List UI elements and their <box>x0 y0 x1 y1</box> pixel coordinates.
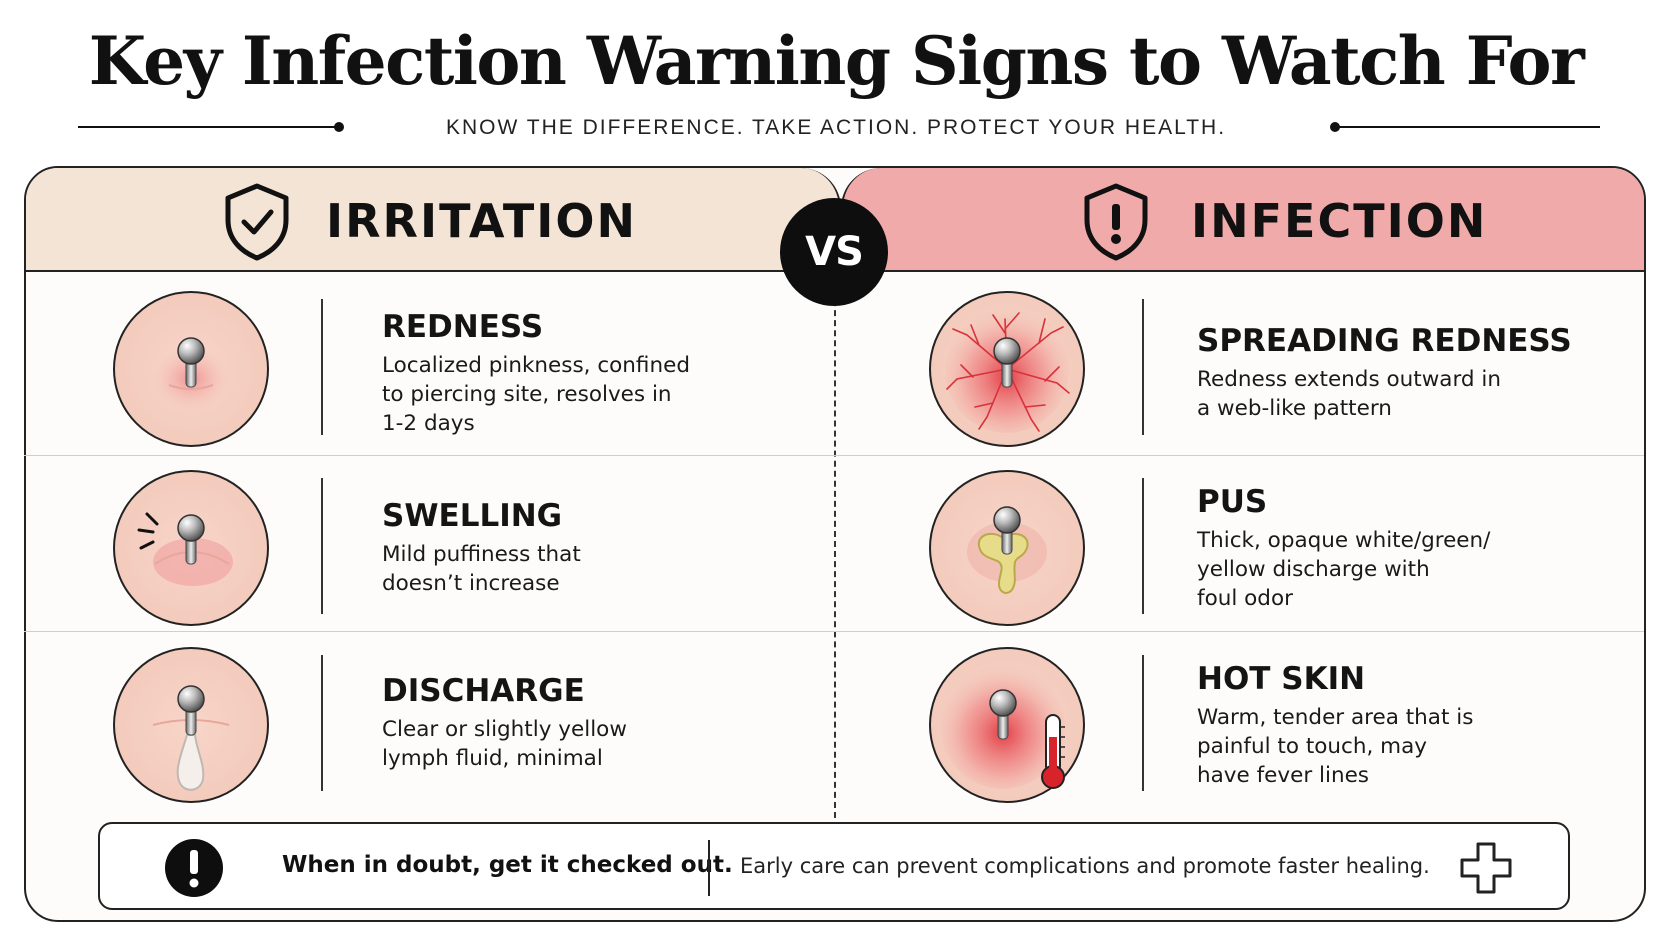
row-divider <box>24 455 1644 456</box>
banner-text: Early care can prevent complications and… <box>740 854 1430 878</box>
medical-cross-icon <box>1460 842 1512 894</box>
row-divider <box>24 631 1644 632</box>
advice-banner: When in doubt, get it checked out. Early… <box>98 822 1570 910</box>
page-subtitle: KNOW THE DIFFERENCE. TAKE ACTION. PROTEC… <box>445 116 1227 139</box>
item-description: Clear or slightly yellow lymph fluid, mi… <box>382 717 627 771</box>
irritation-header: IRRITATION <box>26 168 841 272</box>
item-description: Thick, opaque white/green/ yellow discha… <box>1197 528 1491 611</box>
right-rule <box>1334 126 1600 128</box>
item-title: SWELLING <box>382 498 563 534</box>
item-description: Mild puffiness that doesn’t increase <box>382 542 581 596</box>
subtitle-row: KNOW THE DIFFERENCE. TAKE ACTION. PROTEC… <box>0 112 1672 142</box>
irritation-label: IRRITATION <box>326 194 638 248</box>
item-separator <box>321 299 323 435</box>
infection-label: INFECTION <box>1191 194 1488 248</box>
item-title: REDNESS <box>382 309 544 345</box>
item-separator <box>321 478 323 614</box>
irritation-item-redness: REDNESS Localized pinkness, confined to … <box>111 289 731 449</box>
left-rule-dot <box>334 122 344 132</box>
irritation-item-discharge: DISCHARGE Clear or slightly yellow lymph… <box>111 645 731 805</box>
banner-separator <box>708 840 710 896</box>
spreading-redness-icon <box>929 291 1085 447</box>
item-description: Localized pinkness, confined to piercing… <box>382 353 690 436</box>
left-rule <box>78 126 338 128</box>
pus-discharge-icon <box>929 470 1085 626</box>
item-separator <box>321 655 323 791</box>
banner-headline: When in doubt, get it checked out. <box>282 852 733 878</box>
page-title: Key Infection Warning Signs to Watch For <box>88 22 1585 100</box>
irritation-item-swelling: SWELLING Mild puffiness that doesn’t inc… <box>111 468 731 628</box>
redness-piercing-icon <box>113 291 269 447</box>
item-separator <box>1142 655 1144 791</box>
thermometer-hot-skin-icon <box>929 647 1085 803</box>
swelling-piercing-icon <box>113 470 269 626</box>
infection-item-pus: PUS Thick, opaque white/green/ yellow di… <box>927 468 1607 628</box>
item-description: Warm, tender area that is painful to tou… <box>1197 705 1474 788</box>
item-title: PUS <box>1197 484 1268 520</box>
exclamation-icon <box>165 839 223 897</box>
item-title: DISCHARGE <box>382 673 585 709</box>
infection-item-hot-skin: HOT SKIN Warm, tender area that is painf… <box>927 645 1607 805</box>
item-title: HOT SKIN <box>1197 661 1366 697</box>
infection-header: INFECTION <box>841 168 1644 272</box>
item-separator <box>1142 299 1144 435</box>
item-separator <box>1142 478 1144 614</box>
shield-alert-icon <box>1084 183 1148 261</box>
vs-badge: VS <box>780 198 888 306</box>
item-description: Redness extends outward in a web-like pa… <box>1197 367 1501 421</box>
infection-item-spreading-redness: SPREADING REDNESS Redness extends outwar… <box>927 289 1607 449</box>
thermometer-icon <box>1041 714 1065 789</box>
shield-check-icon <box>225 183 289 261</box>
clear-discharge-icon <box>113 647 269 803</box>
item-title: SPREADING REDNESS <box>1197 323 1572 359</box>
center-divider <box>834 270 836 818</box>
